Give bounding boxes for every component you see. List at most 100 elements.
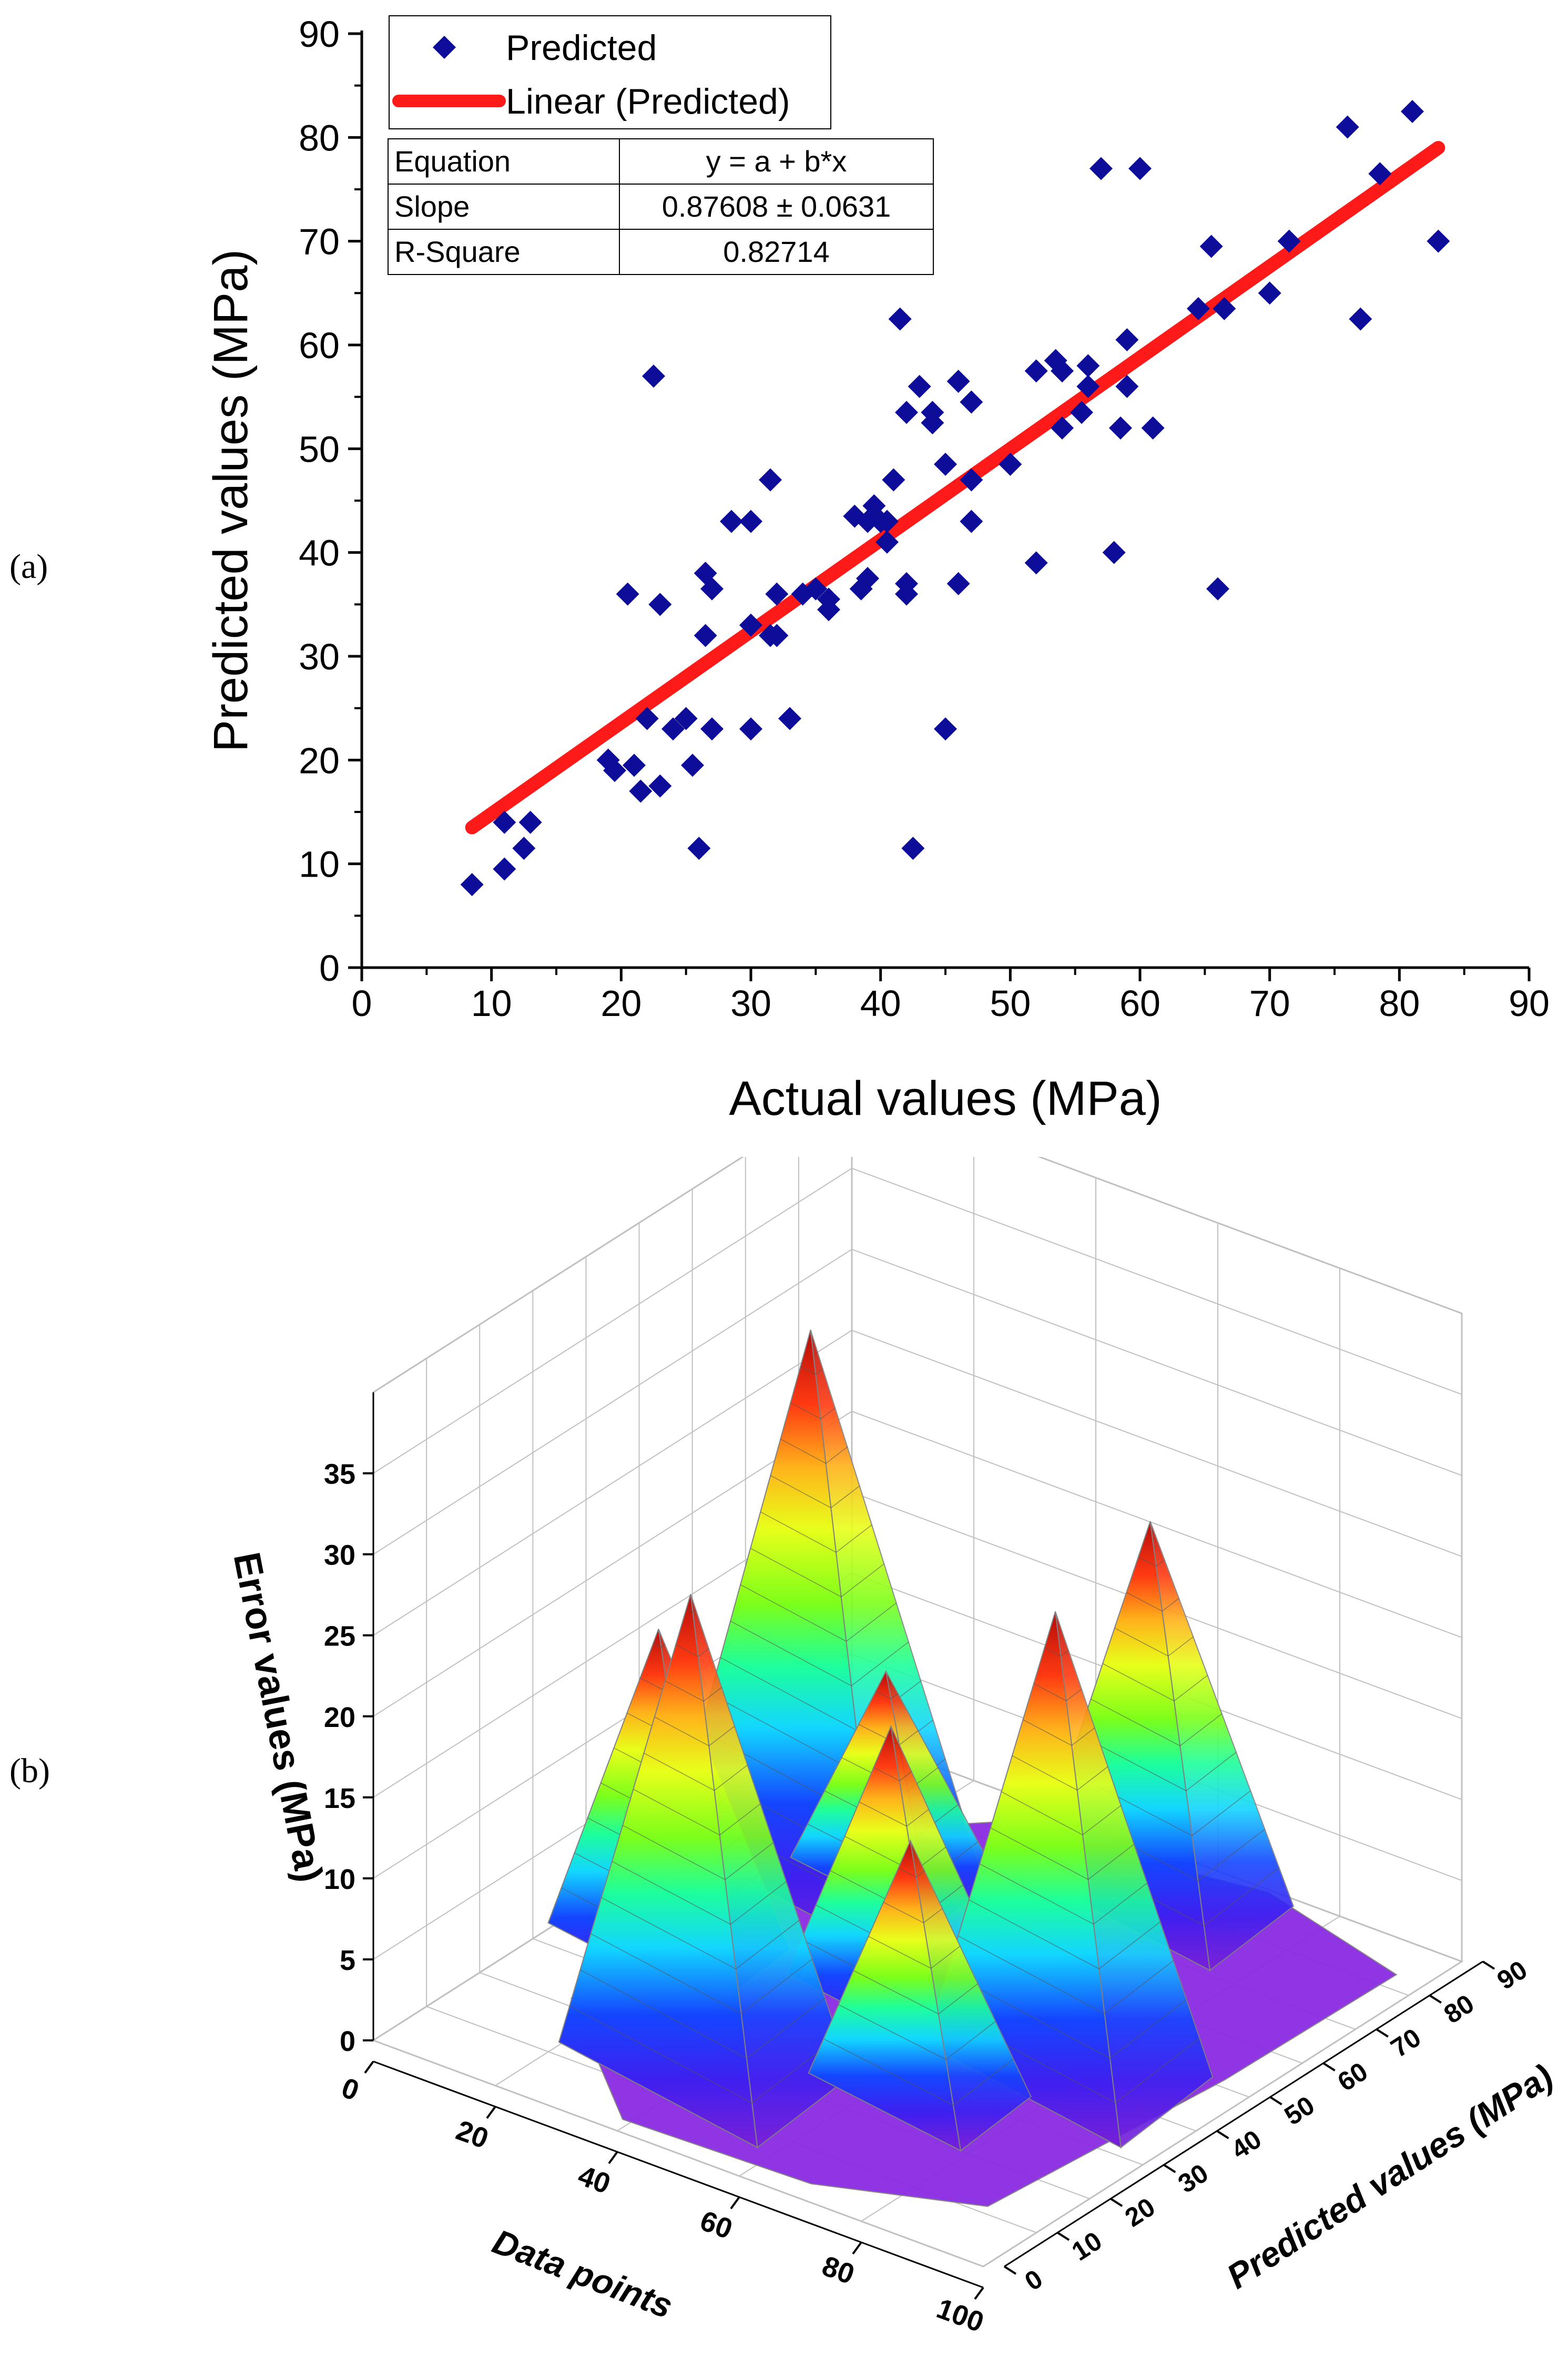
y-tick-label: 0 <box>1020 2264 1048 2296</box>
legend-marker-icon <box>433 36 456 59</box>
y-tick <box>1003 2265 1017 2275</box>
surface-contour <box>1078 1734 1237 1792</box>
data-point <box>700 577 724 601</box>
data-point <box>960 390 983 414</box>
y-tick-label: 80 <box>299 117 340 158</box>
x-tick <box>974 2286 984 2300</box>
surface-contour <box>1012 1755 1108 1791</box>
surface-contour <box>653 1642 665 1648</box>
z-tick-label: 30 <box>324 1540 355 1571</box>
legend-label-predicted: Predicted <box>506 28 657 68</box>
y-tick <box>1376 2028 1389 2038</box>
stats-key: Equation <box>394 145 511 178</box>
surface-contour <box>730 1620 909 1686</box>
data-point <box>1128 157 1152 180</box>
y-tick-label: 10 <box>1066 2226 1107 2267</box>
data-point <box>1024 551 1048 575</box>
data-point <box>720 510 743 533</box>
data-point <box>1206 577 1229 601</box>
data-point <box>1258 281 1281 305</box>
y-axis-title: Predicted values (MPa) <box>204 249 258 752</box>
data-point <box>1277 229 1301 253</box>
surface-chart: 0 5 10 15 20 25 30 35 0 20 40 60 80 100 Data points 0 10… <box>226 1157 1560 2339</box>
surface-contour <box>665 1680 722 1702</box>
x-tick <box>486 2106 496 2119</box>
surface-contour <box>569 2005 838 2103</box>
surface-contour <box>790 1402 836 1420</box>
z-tick-label: 35 <box>324 1459 355 1490</box>
surface-contour <box>853 1970 979 2015</box>
surface-contour <box>979 1863 1148 1925</box>
data-point <box>960 468 983 492</box>
y-tick <box>1163 2163 1176 2173</box>
surface-contour <box>601 1897 800 1970</box>
surface-contour <box>873 1767 912 1782</box>
y-tick-label: 70 <box>299 221 340 262</box>
data-point <box>687 837 711 860</box>
data-point <box>1187 297 1210 320</box>
data-point <box>518 810 542 834</box>
data-point <box>1076 354 1100 378</box>
data-point <box>1349 307 1372 331</box>
y-tick-label: 30 <box>299 636 340 677</box>
scatter-chart: 0 10 20 30 40 50 60 70 80 90 0 10 20 30 40 50 60 70 80 90 Ac… <box>204 14 1550 1125</box>
data-point <box>934 452 957 476</box>
surface-contour <box>883 1902 943 1924</box>
x-tick-label: 60 <box>1119 983 1160 1024</box>
surface-contour <box>1102 1663 1208 1702</box>
data-point <box>895 582 918 606</box>
data-point <box>648 774 672 798</box>
surface-contour <box>958 1935 1174 2014</box>
x-tick-label: 0 <box>338 2072 363 2107</box>
x-axis-title: Data points <box>487 2222 678 2326</box>
surface-contour <box>875 1691 899 1700</box>
data-point <box>1024 359 1048 383</box>
legend-frame <box>389 15 831 129</box>
surface-contour <box>760 1511 872 1553</box>
surface-contour <box>590 1933 812 2014</box>
z-tick-label: 5 <box>340 1945 355 1976</box>
data-point <box>661 717 685 741</box>
surface-contour <box>898 1867 925 1878</box>
stats-table: Equation y = a + b*x Slope 0.87608 ± 0.0631… <box>388 138 934 275</box>
data-point <box>882 468 905 492</box>
data-point <box>1368 162 1392 186</box>
data-point <box>635 707 659 730</box>
y-tick-label: 10 <box>299 844 340 885</box>
x-tick-label: 70 <box>1249 983 1290 1024</box>
surface-contour <box>1001 1791 1122 1836</box>
x-tick <box>852 2241 862 2255</box>
y-tick-label: 80 <box>1439 1989 1479 2029</box>
data-point <box>946 370 970 393</box>
data-point <box>1336 115 1359 139</box>
z-tick-label: 10 <box>324 1864 355 1895</box>
data-point <box>999 452 1022 476</box>
data-point <box>759 468 782 492</box>
data-point <box>1076 374 1100 398</box>
data-point <box>1051 359 1074 383</box>
y-tick-label: 20 <box>299 740 340 781</box>
data-point <box>901 837 925 860</box>
x-tick <box>608 2151 618 2164</box>
data-point <box>875 530 899 554</box>
surface-contour <box>888 1733 895 1736</box>
stats-value: y = a + b*x <box>706 145 847 178</box>
surface-contour <box>969 1899 1161 1969</box>
legend: Predicted Linear (Predicted) <box>389 15 831 129</box>
panel-b-label: (b) <box>9 1752 50 1790</box>
z-tick-label: 0 <box>340 2026 355 2057</box>
data-point <box>856 567 879 590</box>
x-tick <box>730 2196 740 2210</box>
surface-contour <box>750 1548 884 1598</box>
y-tick <box>1110 2198 1123 2207</box>
surface-contour <box>868 1936 961 1969</box>
data-point <box>1102 541 1126 564</box>
data-point <box>1401 100 1424 123</box>
data-point <box>700 717 724 741</box>
y-tick-label: 40 <box>299 533 340 574</box>
stats-value: 0.87608 ± 0.0631 <box>662 190 891 223</box>
y-tick <box>1216 2130 1229 2139</box>
surface-contour <box>823 2038 1014 2106</box>
y-tick-label: 90 <box>1492 1955 1532 1995</box>
x-tick-label: 80 <box>818 2250 859 2291</box>
